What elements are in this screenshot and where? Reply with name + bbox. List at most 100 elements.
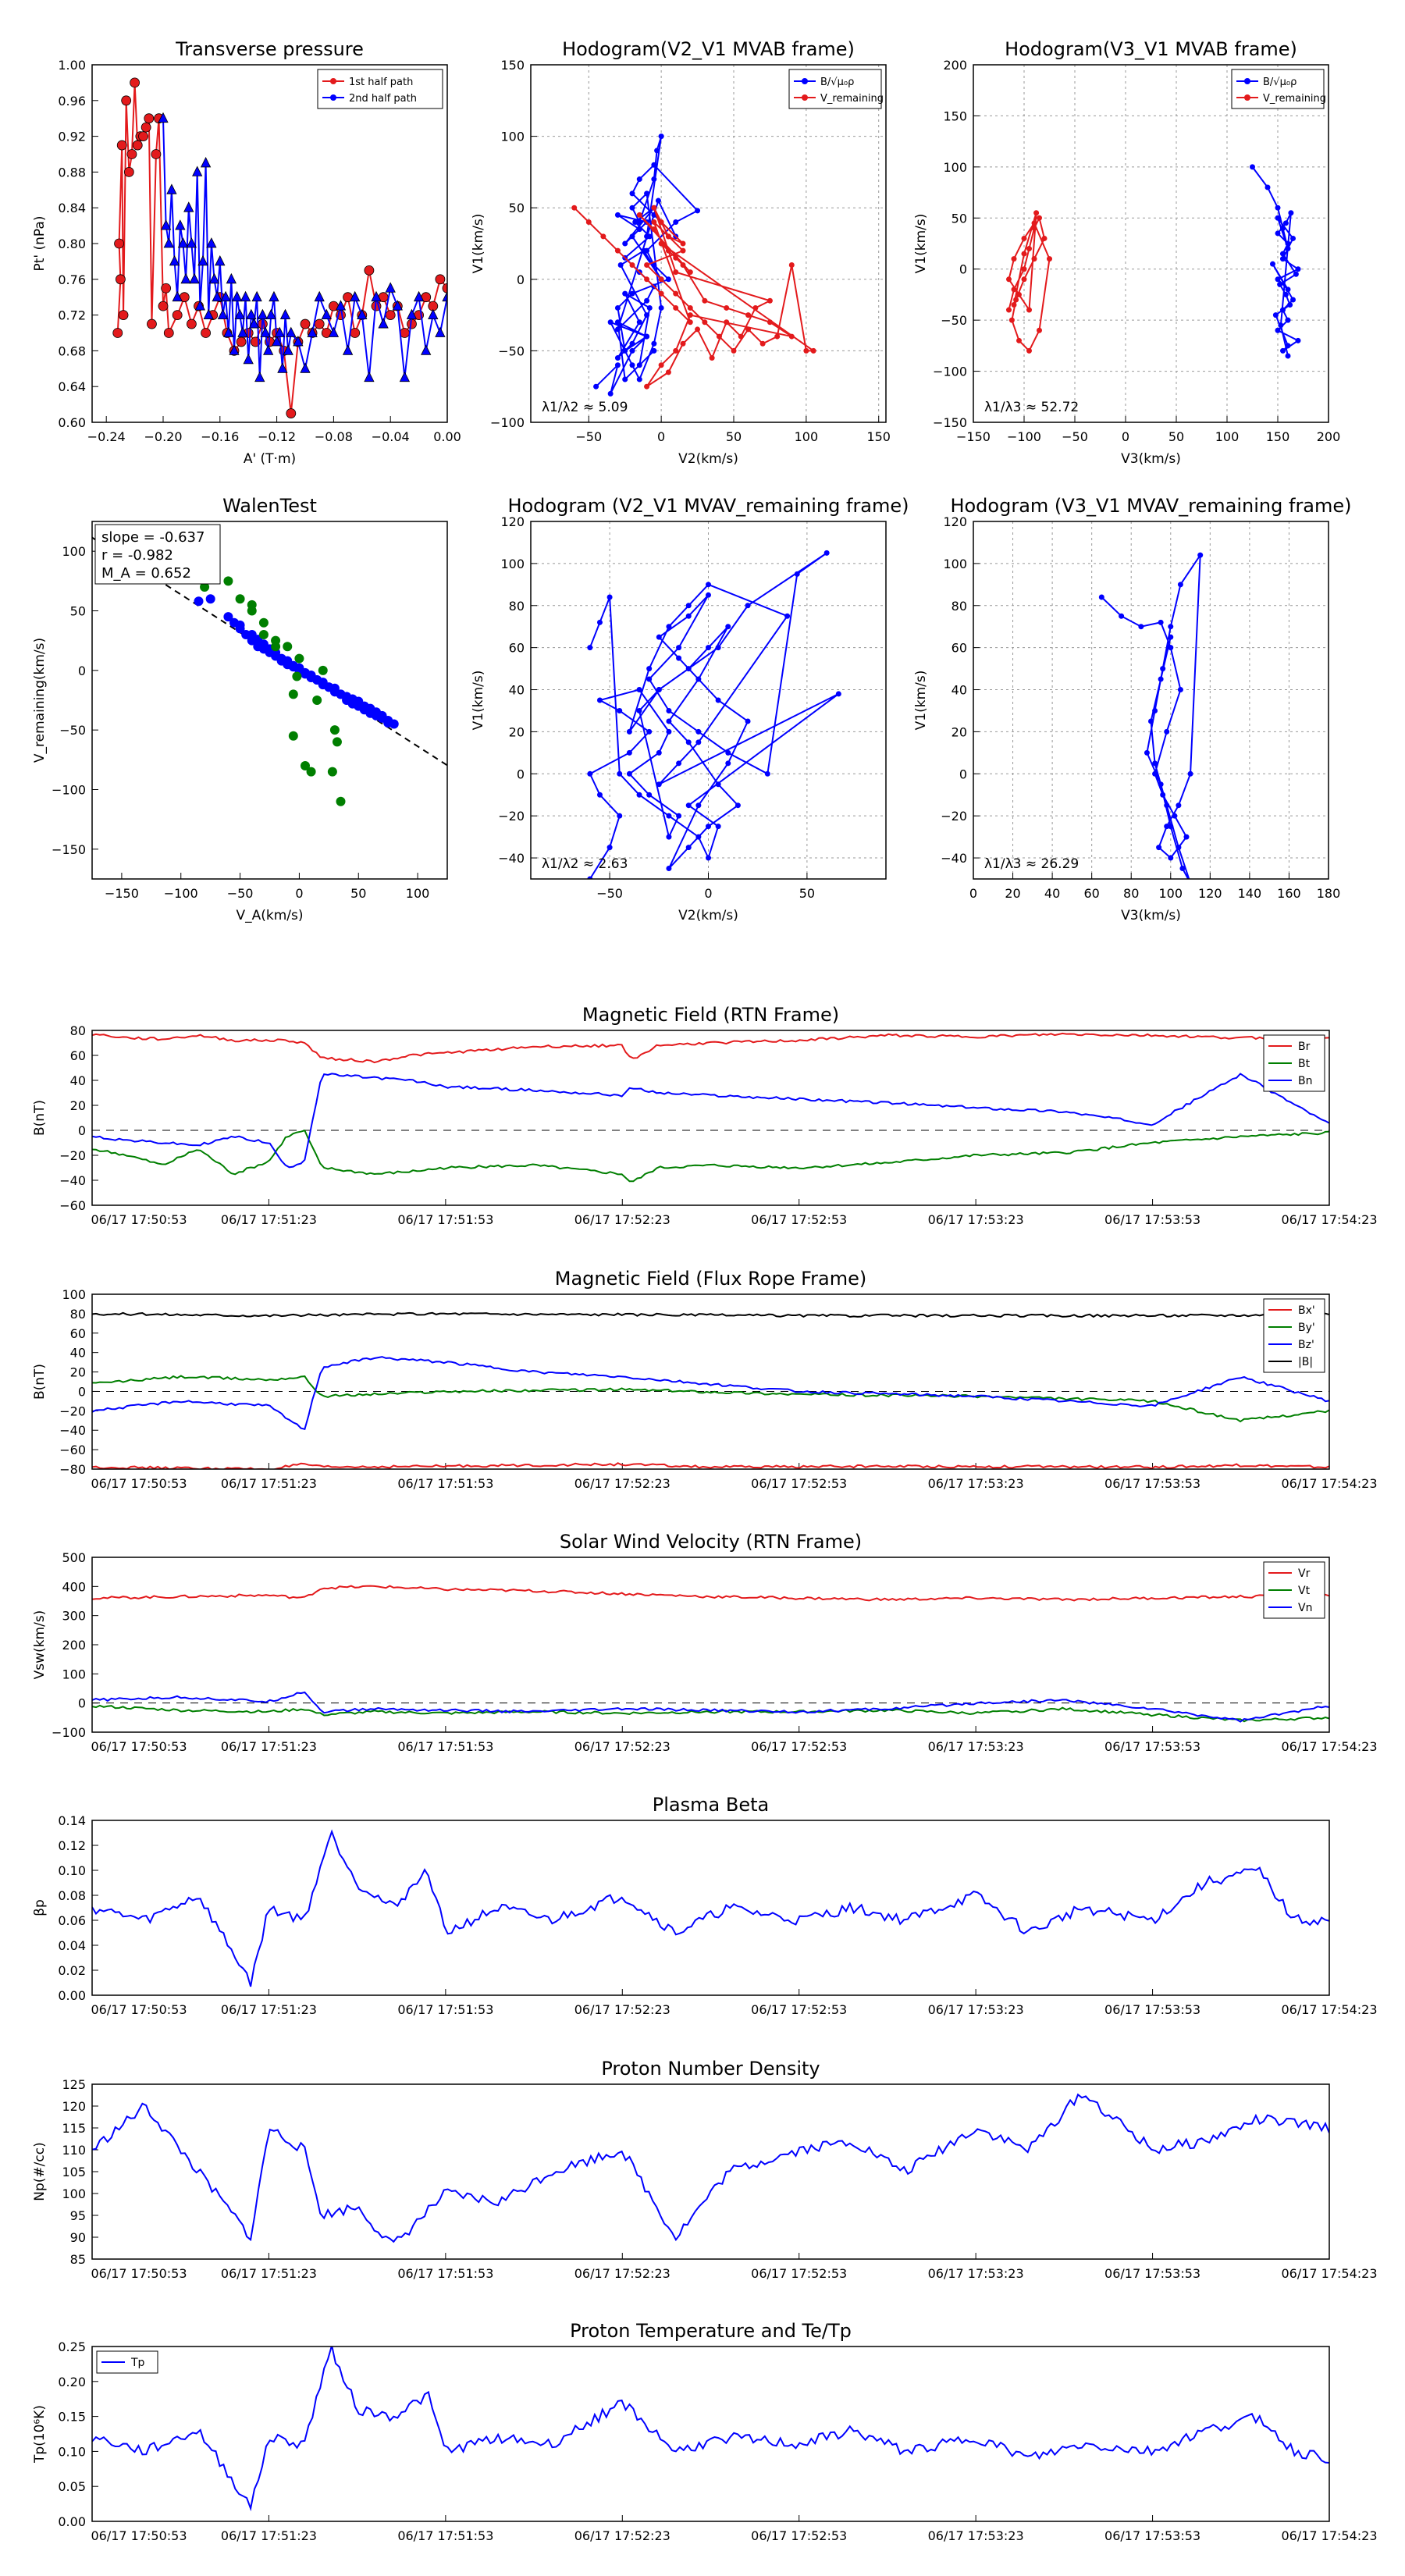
data-point [307, 326, 318, 337]
y-tick-label: 0 [78, 1384, 86, 1399]
data-point [617, 813, 623, 819]
data-point [1177, 582, 1183, 588]
data-point [1197, 552, 1204, 558]
data-point [442, 290, 447, 302]
x-tick-label: 06/17 17:52:23 [574, 1476, 670, 1491]
data-point [629, 190, 635, 197]
x-tick-label: 180 [1317, 886, 1341, 901]
x-tick-label: 06/17 17:52:23 [574, 2266, 670, 2281]
data-point [293, 336, 304, 347]
data-point [644, 276, 650, 283]
data-point [1021, 251, 1027, 257]
y-tick-label: −40 [498, 851, 525, 866]
y-tick-label: −100 [933, 365, 967, 379]
y-tick-label: 90 [70, 2230, 86, 2245]
data-point [715, 781, 721, 788]
data-point [327, 767, 337, 777]
data-point [1168, 645, 1174, 651]
y-tick-label: 40 [509, 683, 525, 698]
data-point [680, 247, 686, 254]
legend-label: Tp [130, 2357, 145, 2369]
data-point [1285, 246, 1291, 252]
series-line-Vn [92, 1691, 1329, 1723]
y-axis-label: Vsw(km/s) [32, 1610, 48, 1680]
data-point [1280, 347, 1286, 354]
data-point [371, 290, 382, 302]
legend-marker [1244, 94, 1250, 101]
data-point [715, 645, 721, 651]
y-tick-label: 100 [62, 1667, 86, 1681]
data-point [151, 149, 162, 159]
data-point [324, 682, 334, 692]
y-axis-label: V1(km/s) [913, 671, 929, 731]
data-point [1177, 687, 1183, 693]
data-point [1295, 337, 1301, 343]
data-point [673, 304, 679, 311]
data-point [658, 362, 664, 368]
data-point [231, 290, 243, 302]
y-tick-label: 200 [62, 1638, 86, 1653]
x-tick-label: 06/17 17:53:53 [1104, 2002, 1200, 2017]
series-line-Np [92, 2093, 1329, 2243]
data-point [251, 290, 262, 302]
chart-title: Solar Wind Velocity (RTN Frame) [560, 1531, 862, 1553]
data-point [666, 624, 672, 630]
data-point [665, 247, 671, 254]
y-tick-label: 400 [62, 1579, 86, 1594]
data-point [695, 834, 702, 840]
data-point [1098, 594, 1104, 600]
y-tick-label: 100 [62, 544, 86, 559]
x-tick-label: −0.20 [144, 429, 182, 444]
data-point [160, 219, 172, 230]
data-point [1275, 205, 1281, 211]
x-tick-label: 100 [1159, 886, 1183, 901]
x-tick-label: −0.24 [87, 429, 126, 444]
data-point [665, 233, 671, 240]
data-point [200, 582, 210, 592]
data-point [629, 205, 635, 211]
data-point [258, 630, 269, 640]
data-point [725, 749, 731, 756]
data-point [1264, 184, 1271, 190]
data-point [656, 749, 662, 756]
data-point [347, 694, 357, 704]
y-tick-label: 20 [70, 1365, 86, 1380]
plot-border [91, 1820, 1330, 1996]
data-point [614, 247, 621, 254]
data-point [336, 796, 346, 806]
data-point [1285, 317, 1291, 323]
data-point [121, 95, 132, 106]
chart-title: Hodogram (V3_V1 MVAV_remaining frame) [950, 495, 1351, 517]
y-tick-label: 125 [62, 2077, 86, 2092]
data-point [254, 371, 265, 382]
y-tick-label: 0 [78, 664, 86, 678]
panel-h4: Hodogram (V3_V1 MVAV_remaining frame) 0 20… [913, 495, 1352, 923]
x-tick-label: −0.12 [258, 429, 296, 444]
chart-title: Hodogram(V3_V1 MVAB frame) [1005, 38, 1297, 60]
x-tick-label: −150 [956, 429, 991, 444]
x-tick-label: 06/17 17:51:53 [397, 2002, 493, 2017]
data-point [1288, 210, 1294, 216]
data-point [658, 290, 664, 297]
data-point [288, 731, 298, 741]
chart-title: Proton Temperature and Te/Tp [570, 2320, 852, 2342]
plot-border [91, 2346, 1330, 2522]
x-tick-label: 0.00 [433, 429, 461, 444]
x-tick-label: 06/17 17:52:53 [751, 2266, 847, 2281]
data-point [1270, 261, 1275, 267]
data-point [702, 319, 708, 326]
data-point [1033, 210, 1040, 216]
annotation-text: slope = -0.637 [101, 529, 205, 546]
data-point [803, 347, 809, 354]
legend-label: Br [1298, 1041, 1311, 1053]
data-point [622, 376, 628, 382]
x-tick-label: 06/17 17:50:53 [91, 1212, 187, 1227]
data-point [314, 290, 325, 302]
data-point [130, 77, 140, 88]
x-tick-label: 06/17 17:52:23 [574, 1739, 670, 1754]
y-tick-label: 80 [70, 1023, 86, 1038]
data-point [585, 219, 592, 226]
data-point [606, 845, 613, 851]
data-point [788, 262, 795, 268]
y-tick-label: 50 [951, 211, 967, 226]
